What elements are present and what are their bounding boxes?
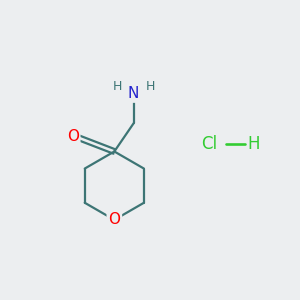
- Text: Cl: Cl: [201, 135, 218, 153]
- Text: O: O: [108, 212, 120, 227]
- Text: H: H: [112, 80, 122, 93]
- Text: O: O: [67, 129, 79, 144]
- Text: N: N: [128, 86, 139, 101]
- Text: H: H: [145, 80, 155, 93]
- Text: H: H: [248, 135, 260, 153]
